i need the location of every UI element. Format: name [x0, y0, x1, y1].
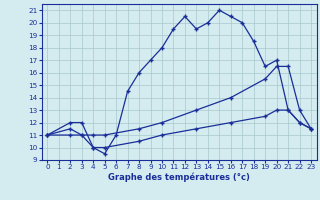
X-axis label: Graphe des températures (°c): Graphe des températures (°c) [108, 173, 250, 182]
